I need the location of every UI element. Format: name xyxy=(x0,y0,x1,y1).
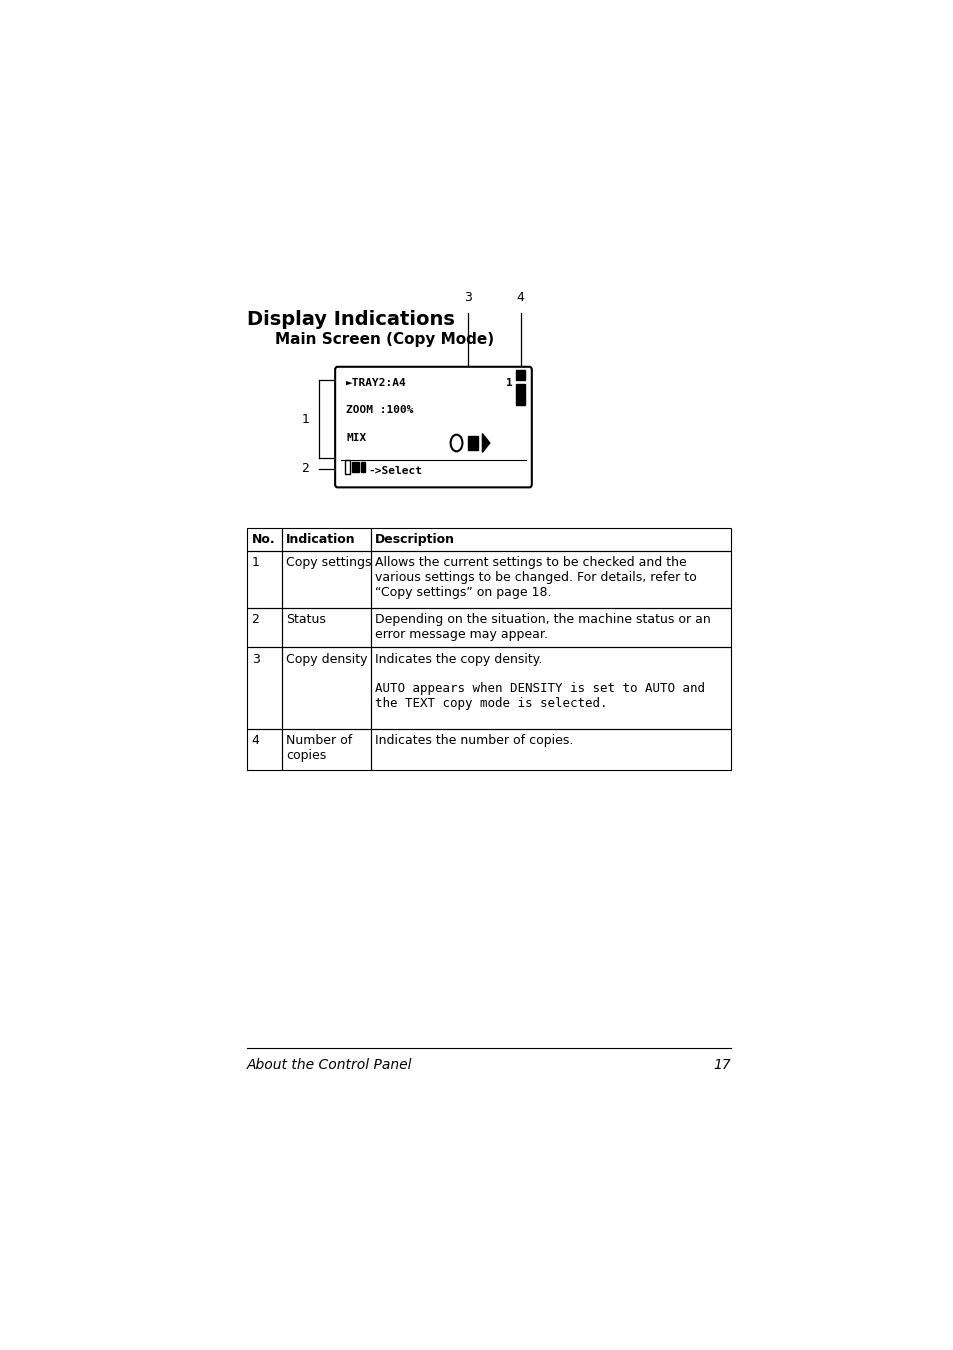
Text: ->Select: ->Select xyxy=(368,466,422,477)
Bar xyxy=(344,460,350,474)
Bar xyxy=(281,551,370,608)
Text: 1: 1 xyxy=(505,378,512,389)
Bar xyxy=(360,463,365,471)
Text: 3: 3 xyxy=(252,652,259,666)
Bar xyxy=(516,370,524,381)
Text: 3: 3 xyxy=(464,292,472,304)
Bar xyxy=(281,608,370,648)
Bar xyxy=(370,551,730,608)
Text: Indicates the copy density.: Indicates the copy density. xyxy=(375,652,542,666)
Text: Number of
copies: Number of copies xyxy=(286,734,353,761)
Text: Copy density: Copy density xyxy=(286,652,368,666)
Text: Display Indications: Display Indications xyxy=(247,309,455,328)
Text: Description: Description xyxy=(375,533,455,547)
Text: Copy settings: Copy settings xyxy=(286,556,372,568)
Bar xyxy=(281,648,370,729)
Bar xyxy=(370,528,730,551)
Text: 2: 2 xyxy=(301,462,309,475)
Text: Allows the current settings to be checked and the
various settings to be changed: Allows the current settings to be checke… xyxy=(375,556,696,599)
Bar xyxy=(370,729,730,769)
Text: 2: 2 xyxy=(252,613,259,626)
Text: 4: 4 xyxy=(252,734,259,747)
FancyBboxPatch shape xyxy=(335,367,531,487)
Bar xyxy=(247,528,281,551)
Polygon shape xyxy=(482,433,489,452)
Text: ZOOM :100%: ZOOM :100% xyxy=(346,405,414,416)
Bar xyxy=(281,729,370,769)
Text: About the Control Panel: About the Control Panel xyxy=(247,1058,413,1072)
Bar xyxy=(516,410,524,424)
Text: Depending on the situation, the machine status or an
error message may appear.: Depending on the situation, the machine … xyxy=(375,613,710,641)
Text: ►TRAY2:A4: ►TRAY2:A4 xyxy=(346,378,407,389)
Text: 4: 4 xyxy=(517,292,524,304)
Text: No.: No. xyxy=(252,533,274,547)
Bar xyxy=(352,463,358,471)
Text: MIX: MIX xyxy=(346,432,366,443)
Bar xyxy=(247,608,281,648)
Text: 17: 17 xyxy=(712,1058,730,1072)
Bar xyxy=(516,385,524,405)
Bar xyxy=(247,648,281,729)
Text: Indication: Indication xyxy=(286,533,355,547)
Text: 1: 1 xyxy=(252,556,259,568)
Text: 1: 1 xyxy=(301,413,309,425)
Text: Status: Status xyxy=(286,613,326,626)
Text: Main Screen (Copy Mode): Main Screen (Copy Mode) xyxy=(274,332,493,347)
Bar xyxy=(247,729,281,769)
Bar xyxy=(370,608,730,648)
Text: Indicates the number of copies.: Indicates the number of copies. xyxy=(375,734,573,747)
Bar xyxy=(468,436,477,450)
Bar xyxy=(370,648,730,729)
Text: AUTO appears when DENSITY is set to AUTO and
the TEXT copy mode is selected.: AUTO appears when DENSITY is set to AUTO… xyxy=(375,682,704,710)
Bar xyxy=(281,528,370,551)
Bar xyxy=(247,551,281,608)
